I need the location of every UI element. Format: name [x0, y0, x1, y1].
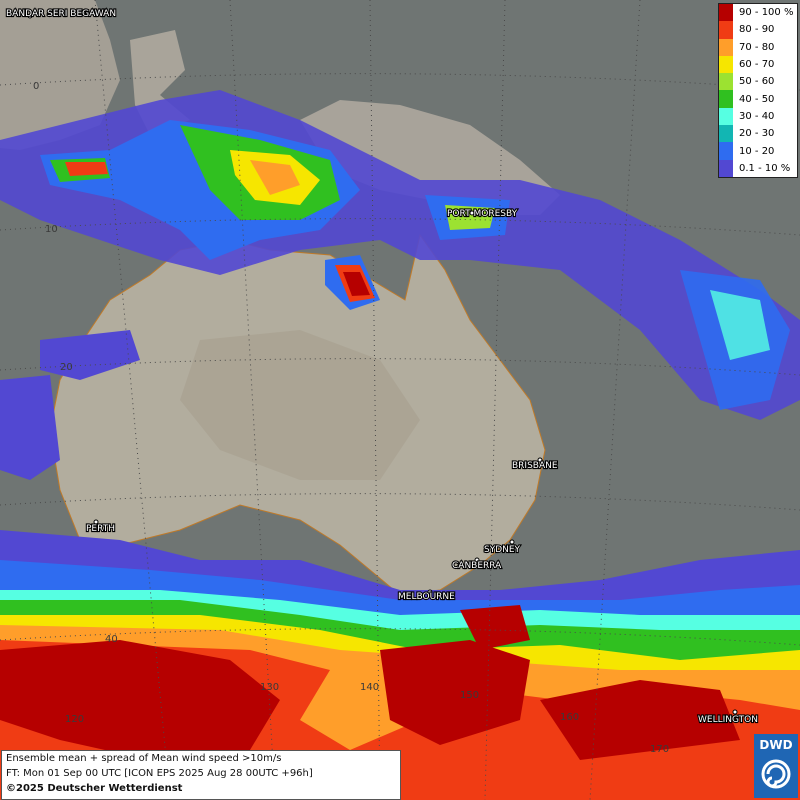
info-line-forecast-time: FT: Mon 01 Sep 00 UTC [ICON EPS 2025 Aug…: [6, 768, 313, 779]
port-moresby-core: [445, 205, 495, 230]
legend-label: 0.1 - 10 %: [739, 162, 791, 174]
grid-label-lon160: 160: [560, 712, 579, 723]
southern-core-center: [380, 640, 530, 745]
legend-row: 60 - 70: [719, 55, 797, 74]
grid-label-lon170: 170: [650, 744, 669, 755]
legend-label: 70 - 80: [739, 41, 775, 53]
java-sea-spot-core: [65, 162, 108, 176]
legend-label: 10 - 20: [739, 145, 775, 157]
legend-label: 20 - 30: [739, 128, 775, 140]
southern-core-east: [540, 680, 740, 760]
city-melbourne: MELBOURNE: [398, 592, 455, 602]
legend-label: 40 - 50: [739, 93, 775, 105]
legend-swatch: [719, 90, 733, 108]
grid-label-lon130: 130: [260, 682, 279, 693]
copyright-text: ©2025 Deutscher Wetterdienst: [6, 783, 183, 794]
legend: 90 - 100 % 80 - 90 70 - 80 60 - 70 50 - 60 40…: [718, 3, 798, 178]
legend-swatch: [719, 125, 733, 143]
legend-row: 70 - 80: [719, 38, 797, 56]
grid-label-lon150: 150: [460, 690, 479, 701]
grid-label-lat40: 40: [105, 634, 118, 645]
legend-row: 40 - 50: [719, 90, 797, 108]
borneo-landmass: [0, 0, 120, 150]
legend-swatch: [719, 38, 733, 56]
grid-label-lat20: 20: [60, 362, 73, 373]
city-sydney: SYDNEY: [484, 545, 521, 555]
legend-swatch: [719, 73, 733, 91]
legend-row: 30 - 40: [719, 107, 797, 126]
legend-row: 80 - 90: [719, 21, 797, 39]
legend-label: 90 - 100 %: [739, 7, 794, 19]
tasman-core: [460, 605, 530, 650]
legend-swatch: [719, 159, 733, 177]
city-wellington: WELLINGTON: [698, 715, 758, 725]
dwd-logo: DWD: [754, 734, 798, 798]
legend-swatch: [719, 142, 733, 160]
interior-shade: [180, 330, 420, 480]
city-perth: PERTH: [86, 524, 115, 534]
legend-label: 30 - 40: [739, 110, 775, 122]
legend-label: 50 - 60: [739, 76, 775, 88]
info-box: Ensemble mean + spread of Mean wind spee…: [1, 750, 401, 800]
southern-core-west: [0, 640, 280, 760]
grid-label-lon120: 120: [65, 714, 84, 725]
grid-label-lat10: 10: [45, 224, 58, 235]
city-brisbane: BRISBANE: [512, 461, 558, 471]
city-canberra: CANBERRA: [452, 561, 502, 571]
legend-swatch: [719, 21, 733, 39]
legend-swatch: [719, 4, 733, 22]
west-coast-patch: [0, 375, 60, 480]
city-port-moresby: PORT MORESBY: [447, 209, 518, 219]
grid-label-lon140: 140: [360, 682, 379, 693]
legend-label: 60 - 70: [739, 59, 775, 71]
legend-row: 90 - 100 %: [719, 4, 797, 22]
dwd-swirl-icon: [761, 759, 791, 789]
legend-swatch: [719, 107, 733, 126]
legend-row: 50 - 60: [719, 73, 797, 91]
nw-australia-patch: [40, 330, 140, 380]
legend-row: 0.1 - 10 %: [719, 159, 797, 177]
info-line-title: Ensemble mean + spread of Mean wind spee…: [6, 753, 282, 764]
grid-labels: 0 10 20 40 120 130 140 150 160 170: [33, 81, 669, 755]
city-labels: BANDAR SERI BEGAWAN PORT MORESBY BRISBAN…: [5, 8, 759, 726]
legend-label: 80 - 90: [739, 24, 775, 36]
gulf-carpentaria-inner: [343, 272, 370, 296]
coral-sea-patch-cyan: [710, 290, 770, 360]
dwd-logo-text: DWD: [759, 738, 793, 752]
legend-row: 10 - 20: [719, 142, 797, 160]
city-bandar: BANDAR SERI BEGAWAN: [6, 9, 116, 19]
grid-label-lat0: 0: [33, 81, 39, 92]
legend-row: 20 - 30: [719, 125, 797, 143]
legend-swatch: [719, 55, 733, 74]
tropical-core-inner: [250, 160, 300, 195]
